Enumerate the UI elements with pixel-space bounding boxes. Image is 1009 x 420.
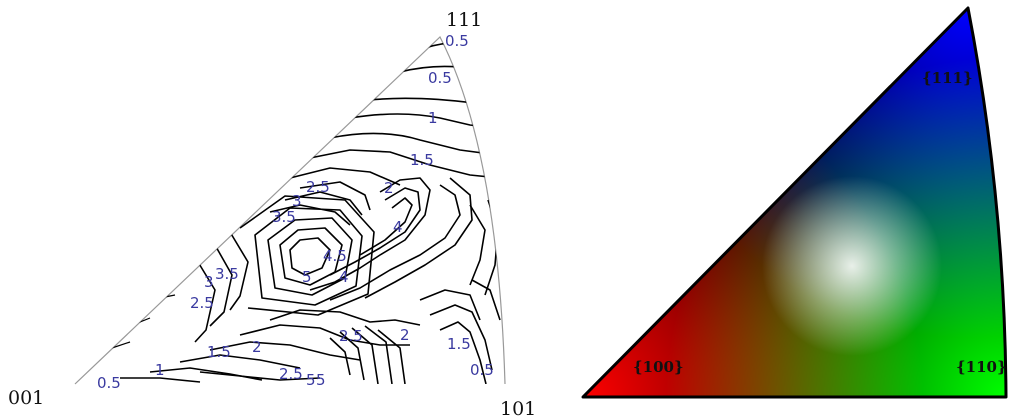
contour-label: 4: [339, 268, 349, 286]
contour-label: 1.5: [410, 151, 434, 169]
contour-label: 2: [384, 179, 394, 197]
contour-label: 0.5: [97, 374, 121, 392]
color-key-fill: [583, 8, 1006, 397]
miller-label-110: {110}: [956, 358, 1007, 376]
contour-label: 2.5: [190, 294, 214, 312]
contour-label: 2: [400, 326, 410, 344]
contour-label: 2.5: [306, 178, 330, 196]
contour-lines: [99, 41, 501, 384]
miller-label-100: {100}: [633, 358, 684, 376]
contour-label: 4: [393, 218, 403, 236]
contour-label: 5: [302, 268, 312, 286]
corner-label-001: 001: [8, 387, 44, 409]
corner-label-111: 111: [446, 9, 482, 31]
contour-label: 1.5: [207, 343, 231, 361]
corner-label-101: 101: [500, 398, 536, 420]
contour-label: 0.5: [428, 69, 452, 87]
contour-label: 2: [252, 338, 262, 356]
contour-labels: 0.5 0.5 1 1.5 2.5 2 3 3.5 4 4.5 5 4 3.5 …: [97, 32, 494, 392]
contour-label: 1: [155, 361, 165, 379]
miller-label-111: {111}: [922, 69, 973, 87]
contour-label: 5: [316, 371, 326, 389]
contour-label: 5: [306, 371, 316, 389]
contour-label: 3.5: [272, 208, 296, 226]
ipf-color-key: {111} {100} {110}: [581, 6, 1008, 399]
contour-label: 1.5: [447, 335, 471, 353]
contour-label: 4.5: [323, 247, 347, 265]
color-key-border: [581, 6, 1008, 399]
contour-label: 0.5: [470, 361, 494, 379]
contour-label: 3: [292, 192, 302, 210]
contour-label: 3: [204, 273, 214, 291]
contour-label: 1: [428, 109, 438, 127]
contour-pole-figure: 111 001 101 0.5 0.5 1 1.5 2.5 2 3 3.5 4 …: [8, 9, 536, 420]
contour-label: 0.5: [445, 32, 469, 50]
contour-label: 2.5: [279, 365, 303, 383]
sst-boundary: [74, 36, 506, 385]
contour-label: 3.5: [215, 265, 239, 283]
contour-label: 2.5: [339, 327, 363, 345]
